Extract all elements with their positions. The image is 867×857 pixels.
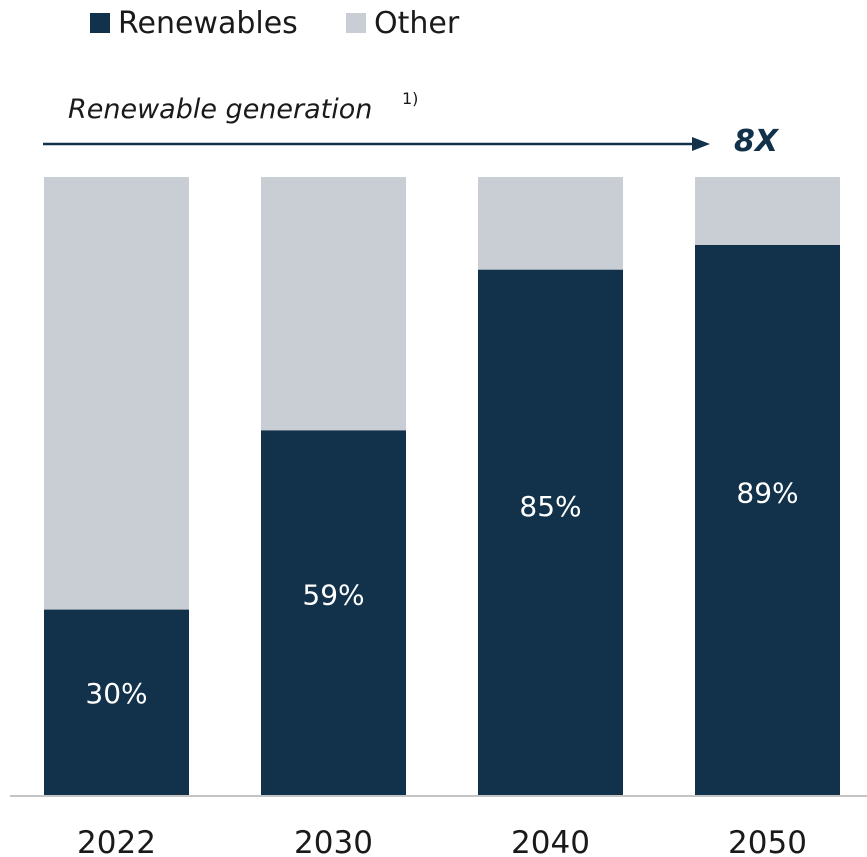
data-label-2050: 89% xyxy=(736,476,798,509)
growth-multiplier: 8X xyxy=(734,124,780,159)
legend-swatch-other xyxy=(346,13,366,33)
bars: 30% 59% 85% 89% xyxy=(44,177,840,796)
legend-label-other: Other xyxy=(374,6,460,41)
annotation-text: Renewable generation xyxy=(68,94,372,125)
growth-arrow-head-icon xyxy=(692,137,710,151)
x-axis-ticks: 2022 2030 2040 2050 xyxy=(77,825,807,857)
bar-renewables-2022 xyxy=(44,609,189,795)
x-tick-label-2030: 2030 xyxy=(294,825,373,857)
data-label-2040: 85% xyxy=(519,490,581,523)
bar-renewables-2050 xyxy=(695,244,840,796)
bar-renewables-2040 xyxy=(478,269,623,795)
data-label-2030: 59% xyxy=(302,578,364,611)
x-tick-label-2040: 2040 xyxy=(511,825,590,857)
legend-label-renewables: Renewables xyxy=(118,6,298,41)
bar-renewables-2030 xyxy=(261,430,406,795)
x-tick-label-2050: 2050 xyxy=(728,825,807,857)
bar-other-2030 xyxy=(261,177,406,431)
x-tick-label-2022: 2022 xyxy=(77,825,156,857)
annotation-footnote: 1) xyxy=(402,89,418,108)
legend-swatch-renewables xyxy=(90,13,110,33)
bar-other-2040 xyxy=(478,177,623,270)
legend: Renewables Other xyxy=(90,6,460,41)
data-label-2022: 30% xyxy=(85,677,147,710)
bar-other-2050 xyxy=(695,177,840,245)
growth-annotation: Renewable generation 1) 8X xyxy=(43,89,780,159)
bar-other-2022 xyxy=(44,177,189,610)
